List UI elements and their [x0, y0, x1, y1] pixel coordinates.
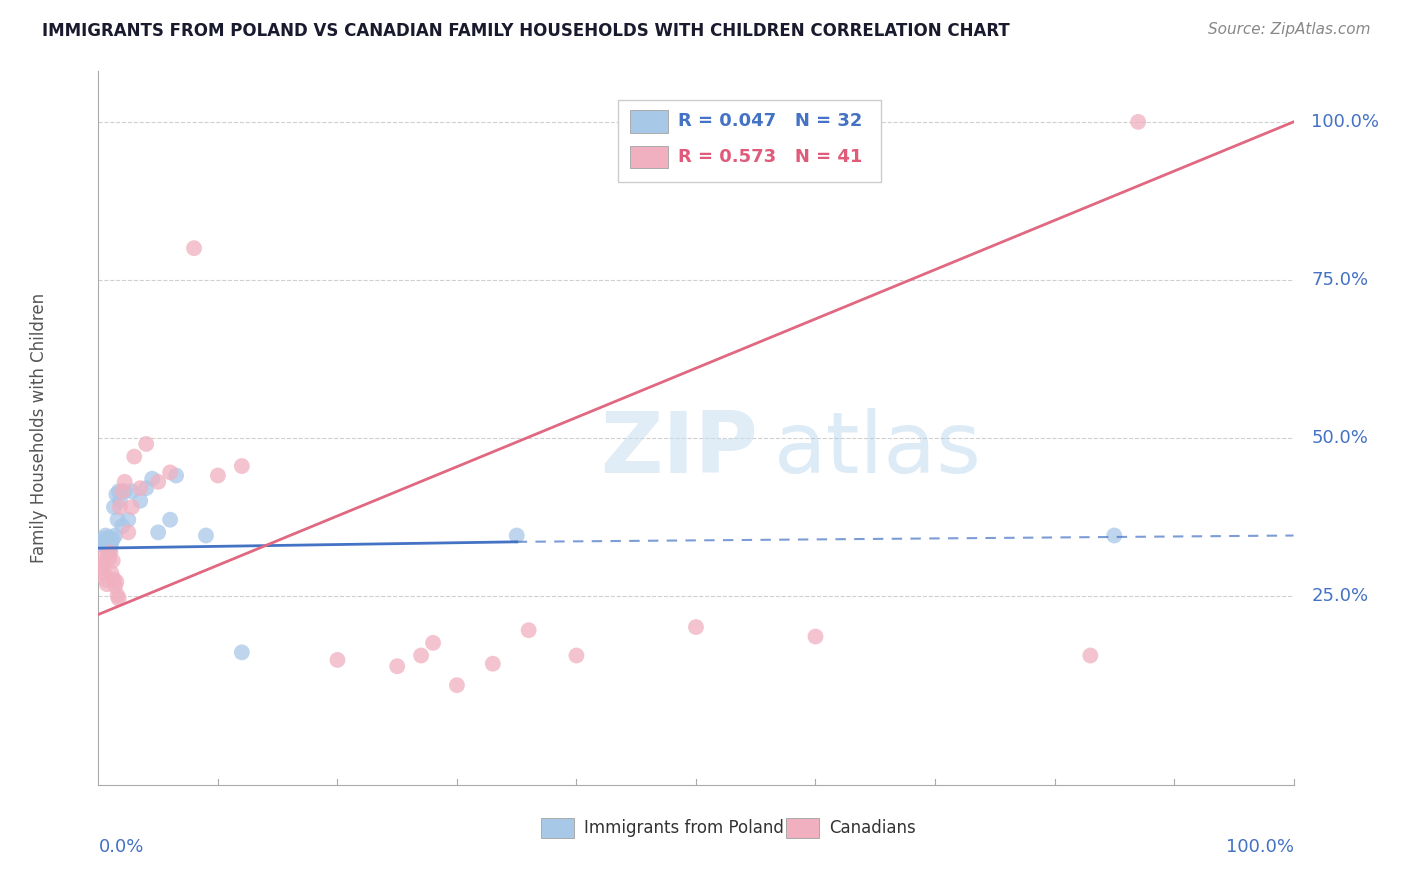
Text: Source: ZipAtlas.com: Source: ZipAtlas.com	[1208, 22, 1371, 37]
Point	[121, 500, 143, 514]
Point	[103, 573, 125, 587]
Point	[98, 552, 121, 566]
Point	[121, 484, 143, 499]
Text: ZIP: ZIP	[600, 408, 758, 491]
Text: R = 0.573   N = 41: R = 0.573 N = 41	[678, 148, 862, 166]
Point	[107, 589, 129, 603]
Text: 100.0%: 100.0%	[1312, 113, 1379, 131]
Text: Family Households with Children: Family Households with Children	[30, 293, 48, 563]
Point	[183, 241, 205, 255]
Point	[565, 648, 588, 663]
Text: IMMIGRANTS FROM POLAND VS CANADIAN FAMILY HOUSEHOLDS WITH CHILDREN CORRELATION C: IMMIGRANTS FROM POLAND VS CANADIAN FAMIL…	[42, 22, 1010, 40]
Text: 0.0%: 0.0%	[98, 838, 143, 856]
Point	[93, 566, 115, 581]
Point	[446, 678, 468, 692]
Point	[91, 557, 114, 571]
Point	[90, 550, 112, 565]
Point	[107, 513, 129, 527]
Point	[91, 560, 114, 574]
Point	[685, 620, 707, 634]
Point	[148, 525, 170, 540]
Point	[105, 487, 128, 501]
Point	[91, 538, 114, 552]
Point	[97, 533, 120, 547]
Text: R = 0.047   N = 32: R = 0.047 N = 32	[678, 112, 862, 130]
Point	[195, 528, 218, 542]
Text: Immigrants from Poland: Immigrants from Poland	[583, 820, 783, 838]
FancyBboxPatch shape	[630, 110, 668, 133]
Point	[104, 579, 127, 593]
Point	[165, 468, 187, 483]
Point	[97, 548, 120, 562]
Point	[108, 493, 131, 508]
Point	[517, 624, 540, 638]
Point	[98, 530, 121, 544]
Point	[135, 437, 157, 451]
Text: 100.0%: 100.0%	[1226, 838, 1294, 856]
Point	[98, 541, 122, 556]
Text: Canadians: Canadians	[828, 820, 915, 838]
FancyBboxPatch shape	[541, 819, 574, 838]
Point	[231, 645, 253, 659]
FancyBboxPatch shape	[786, 819, 820, 838]
Text: 25.0%: 25.0%	[1312, 587, 1368, 605]
Point	[481, 657, 505, 671]
Point	[231, 458, 253, 473]
Point	[96, 539, 118, 553]
Text: 50.0%: 50.0%	[1312, 429, 1368, 447]
Point	[114, 484, 136, 499]
Point	[1104, 528, 1126, 542]
Point	[411, 648, 433, 663]
Point	[101, 532, 124, 546]
Point	[1128, 115, 1150, 129]
Point	[108, 500, 131, 514]
Point	[105, 574, 128, 589]
Point	[326, 653, 349, 667]
Point	[114, 475, 136, 489]
Point	[148, 475, 170, 489]
Point	[141, 472, 163, 486]
Point	[104, 528, 127, 542]
Point	[107, 484, 129, 499]
Point	[117, 525, 139, 540]
Point	[506, 528, 529, 542]
Point	[96, 537, 118, 551]
Point	[422, 636, 444, 650]
Point	[207, 468, 229, 483]
Text: atlas: atlas	[773, 408, 981, 491]
Point	[135, 481, 157, 495]
Point	[1080, 648, 1102, 663]
Point	[111, 484, 134, 499]
Point	[385, 659, 409, 673]
Point	[107, 591, 129, 606]
Point	[94, 528, 117, 542]
Point	[101, 554, 124, 568]
Point	[124, 450, 146, 464]
Point	[100, 534, 122, 549]
Point	[804, 630, 827, 644]
Point	[94, 573, 117, 587]
FancyBboxPatch shape	[630, 145, 668, 169]
Point	[103, 500, 125, 514]
Point	[129, 493, 152, 508]
Point	[98, 545, 122, 559]
Point	[117, 513, 139, 527]
Point	[93, 532, 115, 546]
Text: 75.0%: 75.0%	[1312, 271, 1368, 289]
Point	[129, 481, 152, 495]
Point	[159, 513, 181, 527]
Point	[98, 538, 122, 552]
Point	[159, 466, 181, 480]
Point	[91, 534, 114, 549]
FancyBboxPatch shape	[619, 100, 882, 182]
Point	[96, 577, 118, 591]
Point	[111, 519, 134, 533]
Point	[100, 566, 122, 581]
